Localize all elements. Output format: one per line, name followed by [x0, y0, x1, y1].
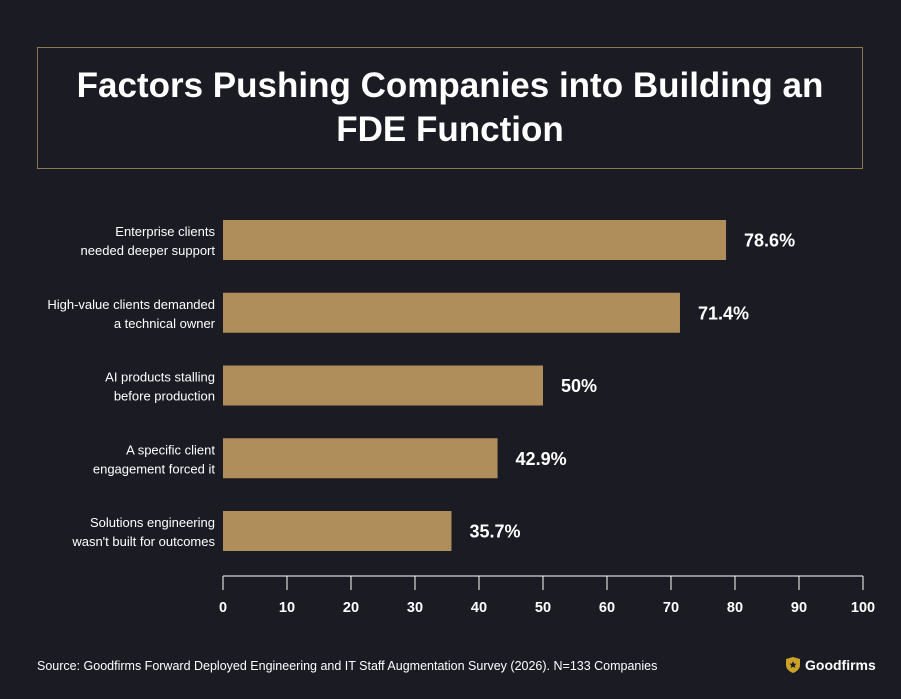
x-tick-label: 80	[727, 600, 743, 616]
chart-title: Factors Pushing Companies into Building …	[76, 66, 824, 149]
category-label: AI products stalling before production	[105, 370, 215, 404]
title-box: Factors Pushing Companies into Building …	[37, 47, 863, 169]
x-tick-label: 30	[407, 600, 423, 616]
x-tick-label: 20	[343, 600, 359, 616]
x-tick-label: 50	[535, 600, 551, 616]
category-label-line: A specific client	[126, 442, 215, 457]
x-tick-label: 70	[663, 600, 679, 616]
source-note: Source: Goodfirms Forward Deployed Engin…	[37, 659, 658, 673]
category-label: High-value clients demanded a technical o…	[47, 297, 215, 331]
goodfirms-shield-icon	[786, 657, 800, 673]
category-label-line: Enterprise clients	[115, 224, 215, 239]
category-label-line: a technical owner	[114, 316, 216, 331]
data-label: 71.4%	[698, 303, 749, 323]
x-tick-label: 90	[791, 600, 807, 616]
x-tick-label: 10	[279, 600, 295, 616]
category-label-line: High-value clients demanded	[47, 297, 215, 312]
bar	[223, 511, 452, 551]
category-label-line: before production	[114, 389, 215, 404]
category-label-line: Solutions engineering	[90, 515, 215, 530]
brand-name: Goodfirms	[805, 657, 876, 673]
category-label-line: needed deeper support	[81, 243, 216, 258]
x-tick-label: 60	[599, 600, 615, 616]
data-label: 35.7%	[469, 522, 520, 542]
data-label: 50%	[561, 376, 597, 396]
brand-logo: Goodfirms	[786, 657, 876, 673]
bar	[223, 220, 727, 260]
x-tick-label: 0	[219, 600, 227, 616]
data-label: 42.9%	[516, 449, 567, 469]
category-label: A specific client engagement forced it	[93, 442, 216, 476]
data-label: 78.6%	[744, 231, 795, 251]
x-tick-label: 100	[851, 600, 875, 616]
bar	[223, 365, 543, 406]
bar	[223, 438, 498, 479]
category-label: Enterprise clients needed deeper support	[81, 224, 216, 258]
x-tick-label: 40	[471, 600, 487, 616]
category-label-line: wasn't built for outcomes	[71, 534, 215, 549]
bar	[223, 292, 680, 333]
category-label-line: engagement forced it	[93, 461, 216, 476]
category-label-line: AI products stalling	[105, 370, 215, 385]
category-label: Solutions engineering wasn't built for ou…	[71, 515, 215, 549]
